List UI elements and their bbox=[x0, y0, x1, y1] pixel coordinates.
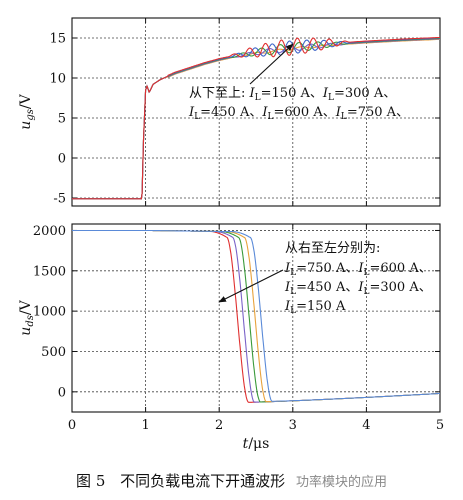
bottom-ann-I4: I bbox=[357, 280, 364, 295]
panel-bottom: 0 500 1000 1500 2000 bbox=[33, 223, 441, 413]
ytick-label-bottom-1000: 1000 bbox=[33, 305, 66, 320]
bottom-series-line-5 bbox=[72, 229, 440, 402]
top-ann-L1: L bbox=[255, 93, 261, 103]
panel-top: -5 0 5 10 15 bbox=[49, 17, 441, 207]
ylabel-bottom: uds/V bbox=[18, 299, 36, 335]
top-ann-L2: L bbox=[328, 93, 334, 103]
top-ann-val3: =450 A、 bbox=[200, 105, 262, 120]
bottom-ann-L4: L bbox=[364, 287, 370, 297]
top-ann-L3: L bbox=[194, 112, 200, 122]
top-annotation-line2: IL=450 A、IL=600 A、IL=750 A、 bbox=[188, 105, 409, 122]
bottom-ann-L2: L bbox=[364, 268, 370, 278]
ylabel-unit-bottom: /V bbox=[18, 299, 34, 315]
watermark-text: 功率模块的应用 bbox=[295, 475, 387, 490]
ytick-label-top-15: 15 bbox=[49, 32, 66, 47]
bottom-ann-I1: I bbox=[284, 261, 291, 276]
top-ann-I1: I bbox=[249, 86, 256, 101]
ytick-label-top-5: 5 bbox=[58, 112, 66, 127]
bottom-ann-val5: =150 A bbox=[296, 299, 346, 314]
bottom-ann-val2: =600 A、 bbox=[369, 261, 431, 276]
xtick-label-4: 4 bbox=[362, 418, 370, 433]
ylabel-top: ugs/V bbox=[18, 93, 36, 129]
xtick-label-5: 5 bbox=[436, 418, 444, 433]
figure-caption: 图 5 不同负载电流下开通波形 功率模块的应用 bbox=[0, 470, 463, 491]
ytick-label-bottom-500: 500 bbox=[41, 345, 66, 360]
top-ann-I2: I bbox=[322, 86, 329, 101]
xtick-label-1: 1 bbox=[141, 418, 149, 433]
bottom-ann-I3: I bbox=[284, 280, 291, 295]
top-ann-val5: =750 A、 bbox=[347, 105, 409, 120]
ylabel-sub-bottom: ds bbox=[25, 315, 36, 327]
xlabel-main: t bbox=[243, 436, 249, 452]
bottom-ann-val4: =300 A、 bbox=[369, 280, 431, 295]
top-ann-L4: L bbox=[268, 112, 274, 122]
top-ann-I4: I bbox=[261, 105, 268, 120]
ytick-label-bottom-0: 0 bbox=[58, 385, 66, 400]
ylabel-sub-top: gs bbox=[25, 109, 36, 121]
caption-prefix: 图 5 bbox=[76, 472, 106, 490]
top-series-line-5 bbox=[72, 36, 440, 200]
top-ann-val1: =150 A、 bbox=[261, 86, 323, 101]
caption-text: 不同负载电流下开通波形 bbox=[120, 472, 286, 490]
xlabel: t/μs bbox=[243, 436, 270, 452]
top-curves bbox=[72, 36, 440, 200]
ylabel-main-bottom: u bbox=[18, 327, 34, 336]
bottom-series-line-2 bbox=[72, 229, 440, 403]
bottom-ann-val1: =750 A、 bbox=[296, 261, 358, 276]
bottom-series-line-4 bbox=[72, 229, 440, 403]
bottom-annotation-line3: IL=450 A、IL=300 A、 bbox=[284, 280, 432, 297]
bottom-ann-L5: L bbox=[290, 306, 296, 316]
top-ann-L5: L bbox=[341, 112, 347, 122]
bottom-annotation-line2: IL=750 A、IL=600 A、 bbox=[284, 261, 432, 278]
bottom-ann-val3: =450 A、 bbox=[296, 280, 358, 295]
bottom-annotation-line4: IL=150 A bbox=[284, 299, 346, 316]
ytick-label-top-0: 0 bbox=[58, 152, 66, 167]
bottom-series-line-3 bbox=[72, 229, 440, 403]
ytick-label-top--5: -5 bbox=[53, 192, 66, 207]
top-ann-val4: =600 A、 bbox=[273, 105, 335, 120]
top-ann-I5: I bbox=[335, 105, 342, 120]
top-annotation-line1: 从下至上: IL=150 A、IL=300 A、 bbox=[189, 86, 396, 103]
ytick-label-bottom-1500: 1500 bbox=[33, 264, 66, 279]
top-annotation-arrow bbox=[249, 43, 294, 85]
bottom-ann-I2: I bbox=[357, 261, 364, 276]
ylabel-main-top: u bbox=[18, 121, 34, 130]
plot-frame-top bbox=[71, 17, 441, 207]
top-ann-I3: I bbox=[188, 105, 195, 120]
bottom-series-line-1 bbox=[72, 229, 440, 403]
ylabel-unit-top: /V bbox=[18, 93, 34, 109]
bottom-ann-L3: L bbox=[290, 287, 296, 297]
bottom-annotation-arrow bbox=[218, 269, 284, 303]
plot-frame-bottom bbox=[71, 223, 441, 413]
xlabel-unit: /μs bbox=[248, 436, 269, 452]
xtick-label-2: 2 bbox=[215, 418, 223, 433]
ytick-label-top-10: 10 bbox=[49, 72, 66, 87]
ytick-label-bottom-2000: 2000 bbox=[33, 224, 66, 239]
bottom-ann-L1: L bbox=[290, 268, 296, 278]
bottom-curves bbox=[72, 229, 440, 403]
bottom-ann-I5: I bbox=[284, 299, 291, 314]
top-ann-val2: =300 A、 bbox=[334, 86, 396, 101]
bottom-annotation-line1: 从右至左分别为: bbox=[285, 241, 380, 256]
top-ann-prefix: 从下至上: bbox=[189, 86, 250, 101]
xtick-label-0: 0 bbox=[68, 418, 76, 433]
xtick-label-3: 3 bbox=[289, 418, 297, 433]
